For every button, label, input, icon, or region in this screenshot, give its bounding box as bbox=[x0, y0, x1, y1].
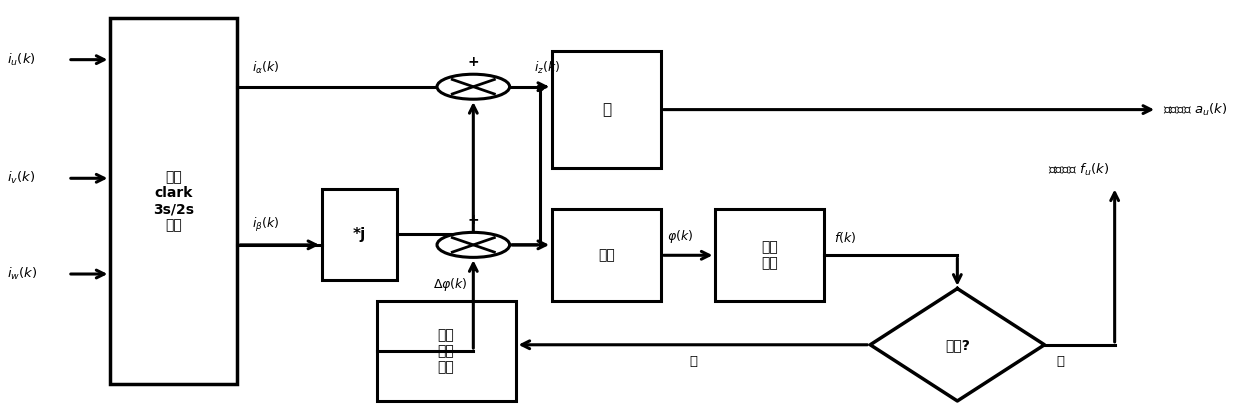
Text: $i_z(k)$: $i_z(k)$ bbox=[534, 60, 560, 76]
Text: $\varphi(k)$: $\varphi(k)$ bbox=[667, 228, 693, 245]
Bar bbox=[551, 52, 660, 168]
Text: -: - bbox=[471, 263, 476, 277]
Text: 模: 模 bbox=[602, 102, 611, 117]
Text: 突变?: 突变? bbox=[945, 338, 970, 352]
Text: $i_{\alpha}(k)$: $i_{\alpha}(k)$ bbox=[252, 60, 279, 76]
Text: $i_{\beta}(k)$: $i_{\beta}(k)$ bbox=[252, 217, 279, 235]
Text: +: + bbox=[467, 55, 479, 69]
Text: $i_w(k)$: $i_w(k)$ bbox=[7, 266, 38, 282]
Text: 否: 否 bbox=[1057, 355, 1064, 368]
Text: $i_v(k)$: $i_v(k)$ bbox=[7, 170, 36, 186]
Text: 瞬时频率 $f_u(k)$: 瞬时频率 $f_u(k)$ bbox=[1047, 162, 1109, 178]
Bar bbox=[715, 210, 824, 301]
Circle shape bbox=[437, 233, 509, 257]
Bar bbox=[551, 210, 660, 301]
Bar bbox=[322, 189, 396, 280]
Text: +: + bbox=[467, 213, 479, 227]
Circle shape bbox=[437, 74, 509, 99]
Text: $f(k)$: $f(k)$ bbox=[834, 230, 856, 245]
Text: 改进
clark
3s/2s
变换: 改进 clark 3s/2s 变换 bbox=[154, 170, 195, 233]
Text: 瞬时包络 $a_u(k)$: 瞬时包络 $a_u(k)$ bbox=[1163, 101, 1228, 118]
Text: 是: 是 bbox=[689, 355, 698, 368]
Bar bbox=[377, 301, 515, 401]
Text: 幅角: 幅角 bbox=[598, 248, 615, 262]
Text: $\Delta\varphi(k)$: $\Delta\varphi(k)$ bbox=[432, 276, 467, 293]
Bar bbox=[110, 18, 238, 384]
Text: 相位
解卷
算法: 相位 解卷 算法 bbox=[437, 328, 455, 374]
Text: *j: *j bbox=[353, 227, 367, 242]
Text: $i_u(k)$: $i_u(k)$ bbox=[7, 52, 36, 68]
Text: 数值
微分: 数值 微分 bbox=[762, 240, 778, 270]
